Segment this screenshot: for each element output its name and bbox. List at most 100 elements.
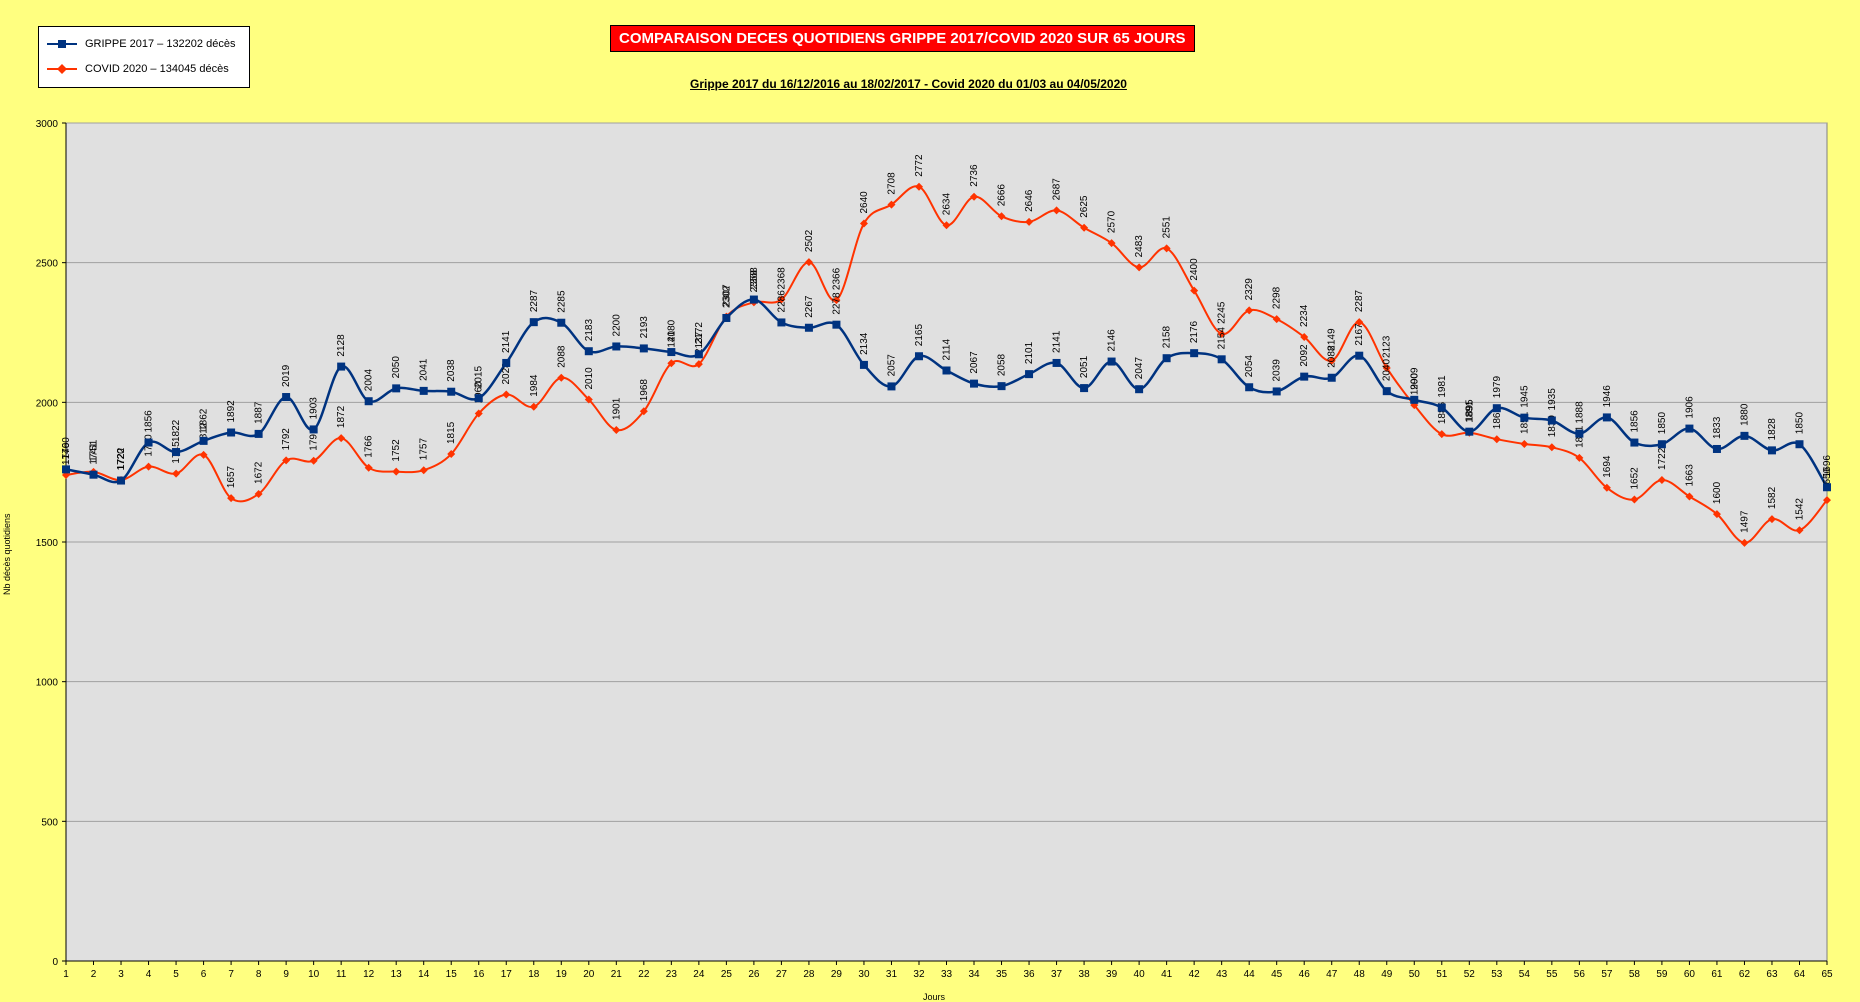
data-point-covid [502,390,511,399]
data-point-grippe [1052,358,1061,367]
data-point-covid [832,296,841,305]
data-label-grippe: 2134 [859,332,870,355]
data-point-grippe [749,295,758,304]
x-tick-label: 31 [886,969,898,980]
legend-label-grippe: GRIPPE 2017 – 132202 décès [85,38,236,50]
data-label-grippe: 2015 [474,365,485,388]
data-point-covid [1547,443,1556,452]
data-label-grippe: 1833 [1712,416,1723,439]
data-label-covid: 1868 [1492,407,1503,430]
data-point-covid [1300,332,1309,341]
data-label-grippe: 2054 [1244,355,1255,378]
data-label-covid: 1752 [391,439,402,462]
data-label-grippe: 2114 [942,339,953,361]
x-tick-label: 49 [1381,969,1393,980]
x-tick-label: 56 [1574,969,1586,980]
data-label-covid: 2234 [1299,304,1310,327]
x-tick-label: 14 [418,969,430,980]
data-point-covid [1190,286,1199,295]
data-point-covid [309,456,318,465]
data-label-grippe: 2039 [1272,359,1283,382]
x-tick-label: 8 [256,969,262,980]
data-label-grippe: 1856 [1629,410,1640,433]
data-label-covid: 2666 [997,184,1008,207]
data-label-grippe: 2267 [804,295,815,318]
data-label-grippe: 2278 [831,292,842,315]
data-point-grippe [172,448,181,457]
data-point-covid [1795,526,1804,535]
data-label-grippe: 2041 [419,358,430,381]
x-tick-label: 25 [721,969,733,980]
x-tick-label: 45 [1271,969,1283,980]
data-point-grippe [117,476,126,485]
data-point-covid [227,494,236,503]
data-label-grippe: 2058 [997,353,1008,376]
chart-title: COMPARAISON DECES QUOTIDIENS GRIPPE 2017… [610,25,1195,52]
data-label-grippe: 1720 [116,448,127,471]
x-tick-label: 54 [1519,969,1531,980]
data-label-covid: 2137 [694,331,705,354]
data-label-covid: 2483 [1134,235,1145,258]
x-tick-label: 65 [1821,969,1833,980]
data-label-grippe: 2183 [584,319,595,342]
data-point-covid [584,395,593,404]
data-label-covid: 2736 [969,164,980,187]
x-tick-label: 41 [1161,969,1173,980]
data-point-covid [859,219,868,228]
data-label-covid: 1663 [1684,464,1695,487]
data-point-grippe [447,387,456,396]
data-label-covid: 2298 [1272,286,1283,309]
data-label-grippe: 1892 [226,400,237,423]
data-point-grippe [1767,446,1776,455]
x-tick-label: 59 [1656,969,1668,980]
x-tick-label: 36 [1023,969,1035,980]
data-point-grippe [89,470,98,479]
data-label-covid: 2358 [749,270,760,293]
data-label-grippe: 1828 [1767,418,1778,441]
x-tick-label: 35 [996,969,1008,980]
data-label-grippe: 1856 [144,410,155,433]
x-tick-label: 61 [1711,969,1723,980]
data-point-grippe [1190,349,1199,358]
legend-marker-grippe [47,40,77,48]
data-label-covid: 2329 [1244,278,1255,301]
y-tick-label: 0 [52,957,58,968]
data-label-covid: 1990 [1409,372,1420,395]
x-tick-label: 10 [308,969,320,980]
x-tick-label: 28 [803,969,815,980]
legend-marker-covid [47,64,77,74]
x-tick-label: 17 [501,969,513,980]
x-tick-label: 29 [831,969,843,980]
data-point-grippe [419,386,428,395]
data-point-covid [1245,306,1254,315]
x-tick-label: 43 [1216,969,1228,980]
legend-item-covid: COVID 2020 – 134045 décès [47,62,229,76]
data-label-grippe: 2092 [1299,344,1310,367]
data-point-grippe [914,352,923,361]
data-point-covid [364,463,373,472]
data-point-covid [1575,453,1584,462]
data-point-grippe [337,362,346,371]
x-tick-label: 6 [201,969,207,980]
data-label-covid: 1960 [474,381,485,404]
data-point-covid [777,295,786,304]
data-point-grippe [1823,483,1831,492]
data-point-covid [1685,492,1694,501]
x-tick-label: 13 [391,969,403,980]
data-label-covid: 1657 [226,465,237,488]
data-label-grippe: 2047 [1134,357,1145,380]
data-point-covid [942,221,951,230]
data-label-covid: 2140 [666,331,677,354]
data-point-covid [337,434,346,443]
data-label-covid: 1722 [1657,447,1668,470]
data-label-grippe: 2200 [611,314,622,337]
data-label-grippe: 2141 [1052,330,1063,353]
x-tick-label: 32 [913,969,925,980]
data-point-grippe [694,350,703,359]
data-point-grippe [777,318,786,327]
data-point-grippe [639,344,648,353]
data-point-grippe [1327,373,1336,382]
x-tick-label: 2 [91,969,97,980]
data-label-covid: 2551 [1162,216,1173,239]
data-label-grippe: 1979 [1492,376,1503,399]
